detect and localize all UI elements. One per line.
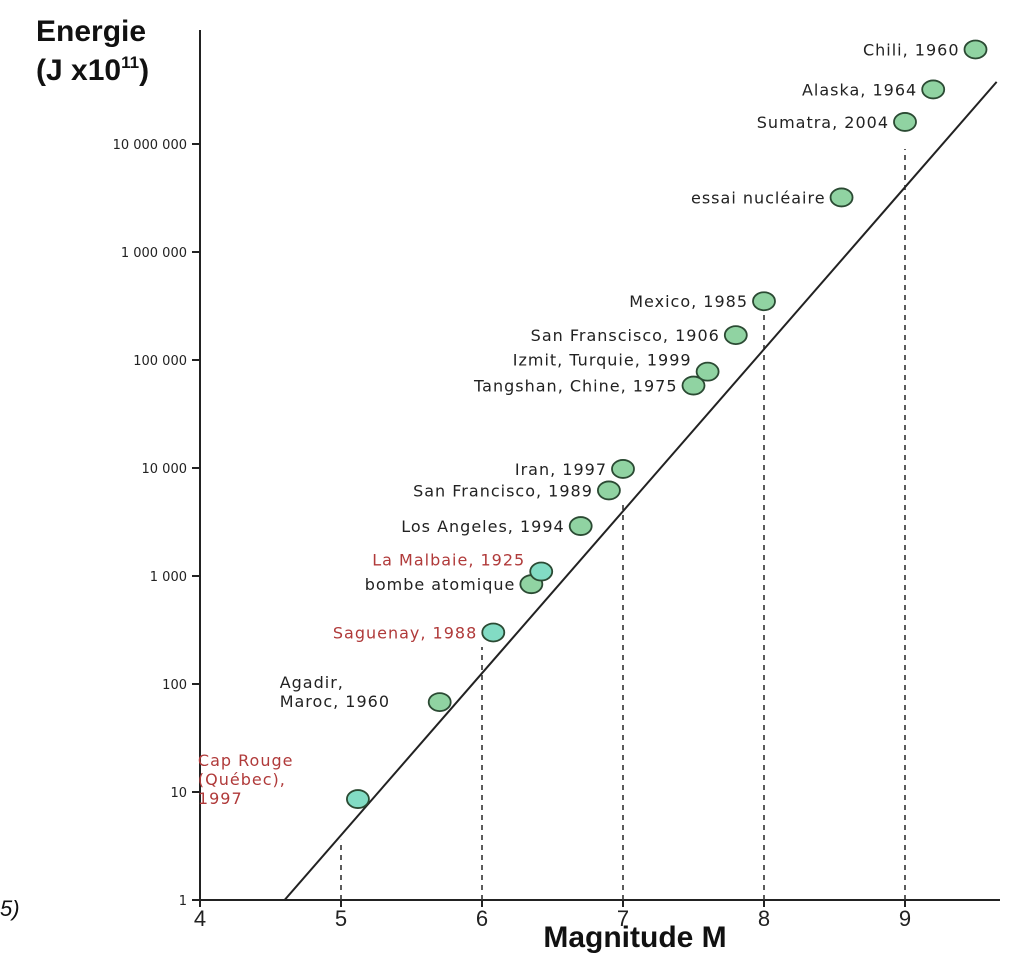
data-point-label: Los Angeles, 1994 <box>401 517 564 536</box>
y-tick-label: 10 <box>170 786 187 801</box>
data-point <box>427 692 452 712</box>
y-axis-label-line1: Energie <box>36 15 146 48</box>
data-point-label: Cap Rouge (Québec), 1997 <box>198 751 294 808</box>
y-tick-label: 10 000 <box>142 462 188 477</box>
data-point-label: Chili, 1960 <box>863 40 960 59</box>
data-point-label: Izmit, Turquie, 1999 <box>513 351 692 370</box>
data-point-label: Saguenay, 1988 <box>333 623 477 642</box>
data-point-label: Tangshan, Chine, 1975 <box>473 377 677 396</box>
data-point <box>752 291 776 312</box>
data-point <box>481 622 506 643</box>
data-point-label: San Franscisco, 1906 <box>531 326 720 345</box>
data-point <box>695 361 720 382</box>
y-tick-label: 1 <box>179 894 187 909</box>
x-tick-label: 6 <box>476 906 488 931</box>
data-point-label: San Francisco, 1989 <box>413 481 593 500</box>
data-point-label: Alaska, 1964 <box>802 80 917 99</box>
data-point <box>963 39 988 60</box>
data-point <box>568 516 593 536</box>
data-point <box>529 561 554 582</box>
y-tick-label: 1 000 <box>150 570 187 585</box>
y-tick-label: 1 000 000 <box>121 246 187 261</box>
data-point-label: Agadir, Maroc, 1960 <box>280 673 390 711</box>
x-tick-label: 8 <box>758 906 770 931</box>
data-point <box>597 480 621 501</box>
x-tick-label: 5 <box>335 906 347 931</box>
y-axis-label-close: ) <box>139 54 149 87</box>
data-point-label: Mexico, 1985 <box>629 292 748 311</box>
data-point <box>829 187 854 208</box>
data-point <box>346 789 370 809</box>
y-tick-label: 100 <box>162 678 187 693</box>
data-point <box>681 375 706 396</box>
y-axis-label-exponent: 11 <box>121 53 139 72</box>
edge-text-fragment: 5) <box>0 896 20 921</box>
data-point <box>893 112 917 132</box>
x-tick-label: 9 <box>899 906 911 931</box>
data-point-label: essai nucléaire <box>691 188 826 207</box>
data-point-label: Sumatra, 2004 <box>757 113 889 132</box>
data-point <box>611 459 635 479</box>
y-axis-label-line2: (J x1011) <box>36 53 149 87</box>
y-tick-label: 10 000 000 <box>113 138 187 153</box>
x-tick-label: 4 <box>194 906 206 931</box>
data-point-label: Iran, 1997 <box>515 460 607 479</box>
data-point-label: La Malbaie, 1925 <box>372 551 525 570</box>
data-point-label: bombe atomique <box>365 575 516 594</box>
x-axis-label: Magnitude M <box>543 921 726 954</box>
data-point <box>723 325 748 346</box>
y-axis-label-main: (J x10 <box>36 54 121 87</box>
x-tick-label: 7 <box>617 906 629 931</box>
data-point <box>921 79 946 100</box>
fit-line <box>283 81 998 901</box>
y-tick-label: 100 000 <box>133 354 187 369</box>
